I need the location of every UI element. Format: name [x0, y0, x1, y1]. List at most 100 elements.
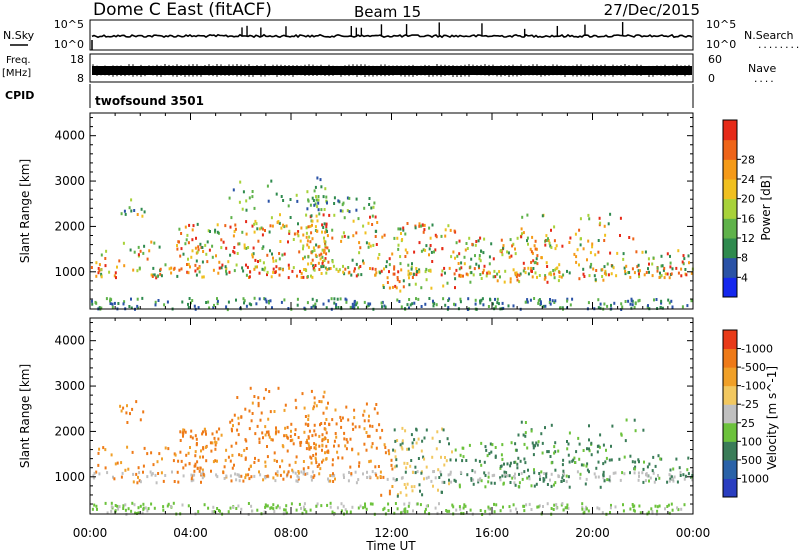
echo-cell [493, 481, 496, 485]
echo-cell [143, 244, 146, 248]
sky-left-tick-bottom: 10^0 [54, 38, 84, 51]
echo-cell [499, 466, 502, 470]
echo-cell [559, 306, 561, 310]
echo-cell [405, 466, 408, 470]
echo-cell [627, 299, 630, 303]
echo-cell [283, 408, 286, 412]
echo-cell [396, 236, 399, 240]
echo-cell [496, 301, 499, 305]
echo-cell [264, 503, 267, 507]
echo-cell [162, 508, 165, 512]
echo-cell [589, 265, 592, 269]
echo-cell [313, 189, 316, 193]
echo-cell [197, 248, 200, 252]
echo-cell [340, 502, 343, 506]
echo-cell [297, 436, 300, 439]
echo-cell [672, 467, 675, 471]
echo-cell [299, 441, 302, 445]
echo-cell [222, 471, 225, 475]
echo-cell [442, 428, 445, 432]
echo-cell [483, 471, 486, 475]
echo-cell [369, 424, 371, 428]
echo-cell [193, 473, 196, 477]
echo-cell [320, 185, 323, 189]
echo-cell [440, 455, 442, 459]
echo-cell [307, 466, 310, 470]
echo-cell [375, 243, 378, 246]
echo-cell [136, 481, 139, 485]
echo-cell [554, 450, 557, 454]
echo-cell [314, 264, 317, 267]
echo-cell [233, 246, 236, 249]
echo-cell [526, 213, 529, 217]
echo-cell [520, 471, 523, 475]
echo-cell [164, 263, 167, 267]
echo-cell [391, 485, 394, 488]
colorbar-tick-label: -1000 [741, 343, 773, 356]
echo-cell [243, 448, 246, 452]
echo-cell [197, 510, 200, 514]
echo-cell [304, 472, 307, 476]
echo-cell [271, 438, 274, 442]
echo-cell [502, 482, 505, 486]
echo-cell [194, 263, 197, 267]
echo-cell [683, 503, 686, 507]
echo-cell [320, 208, 323, 212]
echo-cell [245, 304, 248, 308]
echo-cell [669, 265, 672, 269]
echo-cell [374, 235, 377, 238]
echo-cell [653, 298, 655, 302]
echo-cell [305, 269, 308, 272]
echo-cell [353, 416, 356, 420]
echo-cell [547, 450, 550, 454]
echo-cell [347, 418, 350, 422]
echo-cell [399, 491, 402, 495]
echo-cell [136, 297, 139, 301]
echo-cell [243, 246, 246, 250]
echo-cell [320, 504, 323, 508]
echo-cell [205, 252, 208, 256]
echo-cell [250, 303, 253, 307]
echo-cell [561, 244, 564, 248]
echo-cell [597, 306, 600, 310]
echo-cell [509, 277, 512, 281]
echo-cell [202, 430, 204, 434]
echo-cell [328, 422, 331, 426]
echo-cell [610, 458, 613, 462]
echo-cell [464, 248, 467, 252]
echo-cell [660, 254, 663, 258]
echo-cell [215, 441, 218, 445]
echo-cell [245, 246, 248, 250]
echo-cell [335, 422, 338, 426]
echo-cell [113, 477, 116, 481]
echo-cell [551, 299, 554, 303]
echo-cell [231, 466, 234, 470]
echo-cell [387, 509, 390, 512]
echo-cell [259, 259, 262, 263]
echo-cell [356, 301, 359, 305]
echo-cell [677, 508, 680, 512]
echo-cell [396, 439, 399, 442]
echo-cell [190, 473, 193, 477]
echo-cell [257, 458, 260, 462]
echo-cell [655, 298, 658, 301]
echo-cell [518, 481, 521, 485]
echo-cell [512, 503, 515, 507]
echo-cell [388, 489, 391, 493]
echo-cell [638, 504, 641, 508]
echo-cell [201, 432, 204, 436]
echo-cell [651, 510, 654, 513]
echo-cell [465, 242, 468, 245]
echo-cell [307, 262, 310, 266]
echo-cell [588, 424, 590, 428]
echo-cell [441, 427, 444, 431]
echo-cell [186, 263, 188, 266]
echo-cell [631, 503, 634, 506]
echo-cell [648, 462, 651, 466]
echo-cell [100, 306, 103, 310]
echo-cell [283, 252, 286, 256]
echo-cell [516, 462, 519, 466]
echo-cell [276, 470, 279, 474]
